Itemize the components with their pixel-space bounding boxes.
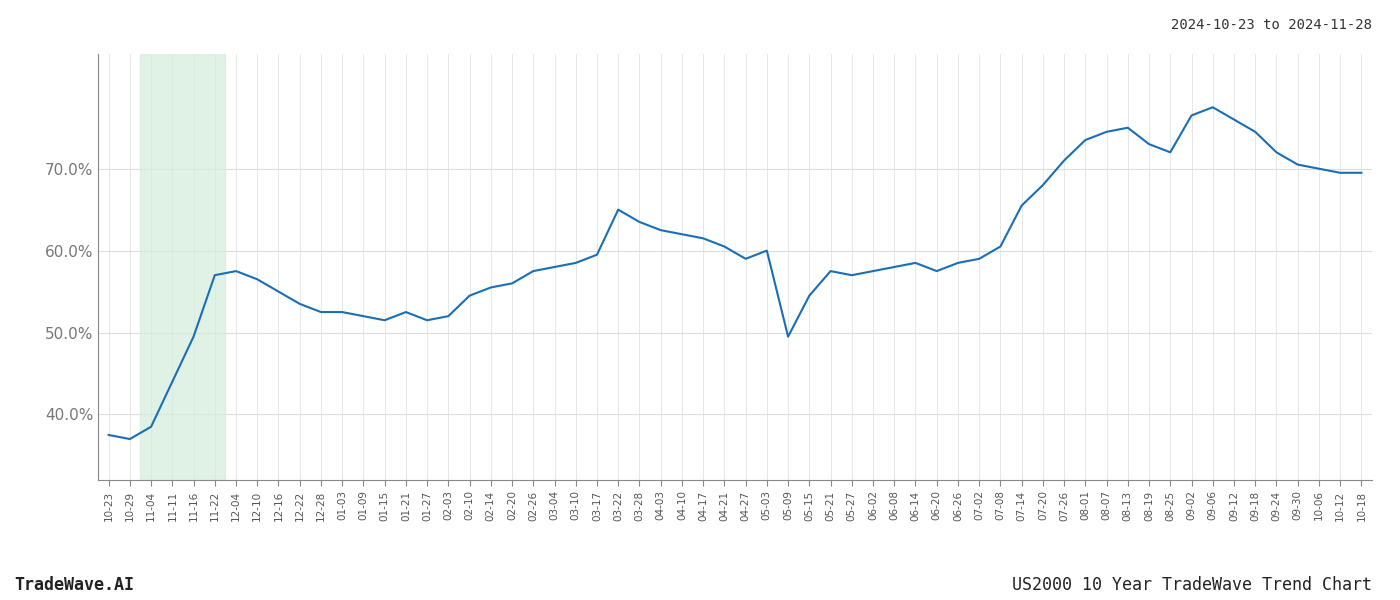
Text: TradeWave.AI: TradeWave.AI (14, 576, 134, 594)
Text: 2024-10-23 to 2024-11-28: 2024-10-23 to 2024-11-28 (1170, 18, 1372, 32)
Text: US2000 10 Year TradeWave Trend Chart: US2000 10 Year TradeWave Trend Chart (1012, 576, 1372, 594)
Bar (140, 54, 225, 480)
